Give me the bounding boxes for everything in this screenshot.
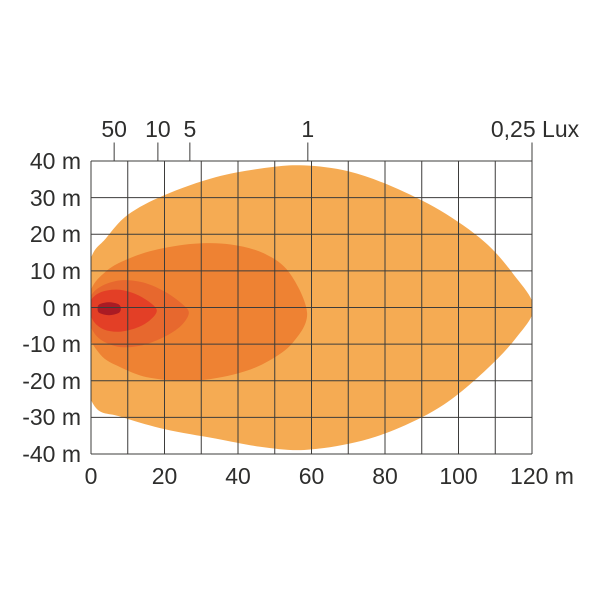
x-axis-label: 100 — [439, 463, 478, 489]
y-axis-label: 0 m — [42, 294, 81, 321]
grid — [90, 142, 533, 455]
contour-50-lux — [97, 302, 121, 316]
lux-scale-label: 10 — [145, 116, 171, 142]
x-axis-label: 0 — [84, 463, 98, 489]
contour-1-lux — [91, 243, 308, 381]
y-axis-label: 40 m — [29, 148, 81, 174]
y-axis-label: -30 m — [22, 404, 81, 431]
x-axis-label: 40 — [225, 463, 251, 489]
x-axis-label: 120 m — [510, 463, 574, 489]
y-axis-label: 10 m — [29, 257, 81, 284]
y-axis-label: 30 m — [29, 184, 81, 211]
y-axis-label: -10 m — [22, 331, 81, 358]
y-axis-label: -40 m — [22, 441, 81, 467]
lux-scale-label: 0,25 Lux — [490, 116, 580, 142]
contour-10-lux — [91, 289, 157, 332]
x-axis-label: 60 — [298, 463, 325, 489]
lux-scale-label: 50 — [101, 116, 127, 142]
y-axis-label: 20 m — [29, 221, 81, 248]
y-axis-label: -20 m — [22, 367, 81, 394]
lux-scale-label: 1 — [301, 116, 315, 142]
x-axis-label: 80 — [372, 463, 398, 489]
x-axis-label: 20 — [151, 463, 178, 489]
lux-scale-label: 5 — [183, 116, 197, 142]
